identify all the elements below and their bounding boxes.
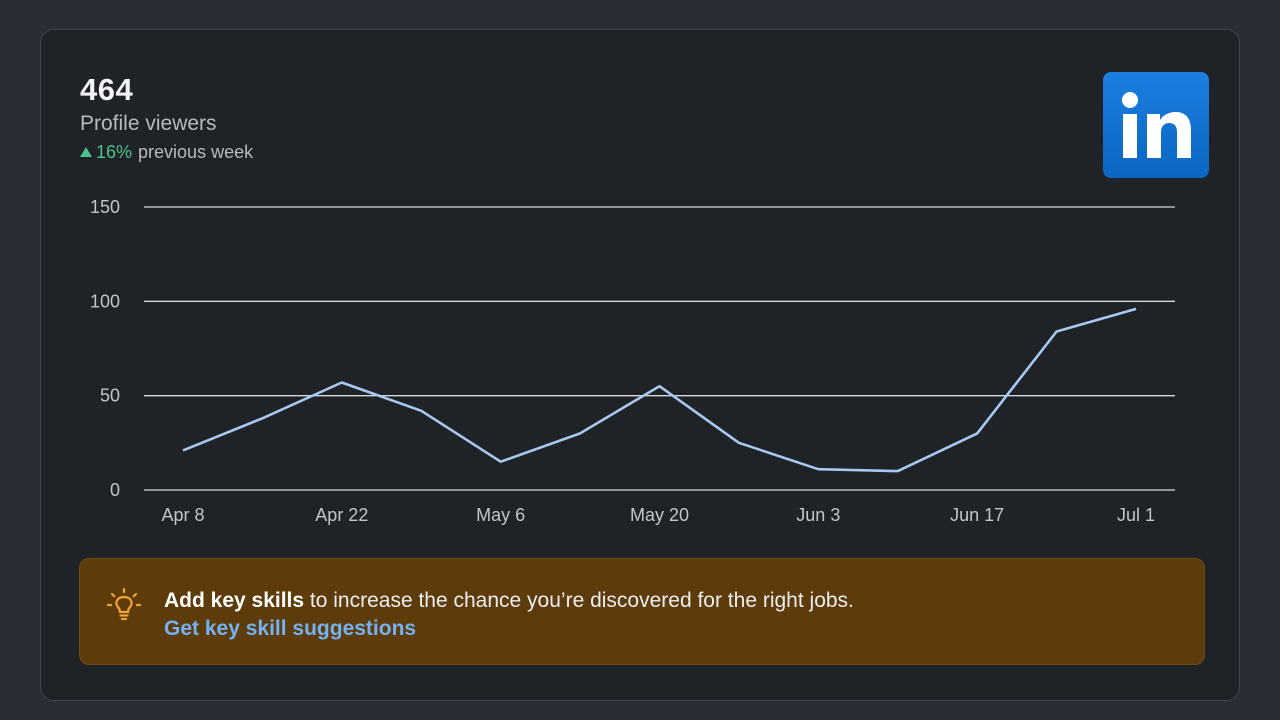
profile-viewers-chart: 0 50 100 150 Apr 8 Apr 22 May 6 May 20 Jun 3 Jun… <box>90 197 1175 525</box>
linkedin-logo-icon[interactable] <box>1103 72 1209 178</box>
change-suffix: previous week <box>138 142 254 162</box>
lightbulb-icon <box>107 587 141 621</box>
change-percentage: 16% <box>96 142 133 162</box>
weekly-change: 16% previous week <box>80 142 253 163</box>
banner-message-text: to increase the chance you’re discovered… <box>304 589 854 612</box>
x-tick-label: May 6 <box>476 505 525 525</box>
y-tick-label: 0 <box>110 480 120 500</box>
y-tick-label: 150 <box>90 197 120 217</box>
banner-bold-text: Add key skills <box>164 589 305 612</box>
y-tick-label: 100 <box>90 291 120 311</box>
y-tick-label: 50 <box>100 386 120 406</box>
x-tick-label: May 20 <box>630 505 689 525</box>
profile-viewers-card: 464 Profile viewers 16% previous week 0 5… <box>40 29 1240 701</box>
banner-message: Add key skills to increase the chance yo… <box>164 587 854 615</box>
x-tick-label: Jun 3 <box>796 505 840 525</box>
profile-viewers-label: Profile viewers <box>80 112 217 135</box>
profile-viewers-count: 464 <box>80 72 134 107</box>
up-arrow-icon <box>80 146 92 157</box>
viewers-series-line <box>182 307 1137 473</box>
x-tick-label: Apr 22 <box>315 505 368 525</box>
x-tick-label: Jun 17 <box>950 505 1004 525</box>
x-tick-label: Jul 1 <box>1117 505 1155 525</box>
key-skill-suggestions-link[interactable]: Get key skill suggestions <box>164 617 417 640</box>
x-tick-label: Apr 8 <box>161 505 204 525</box>
skills-suggestion-banner: Add key skills to increase the chance yo… <box>79 558 1205 665</box>
